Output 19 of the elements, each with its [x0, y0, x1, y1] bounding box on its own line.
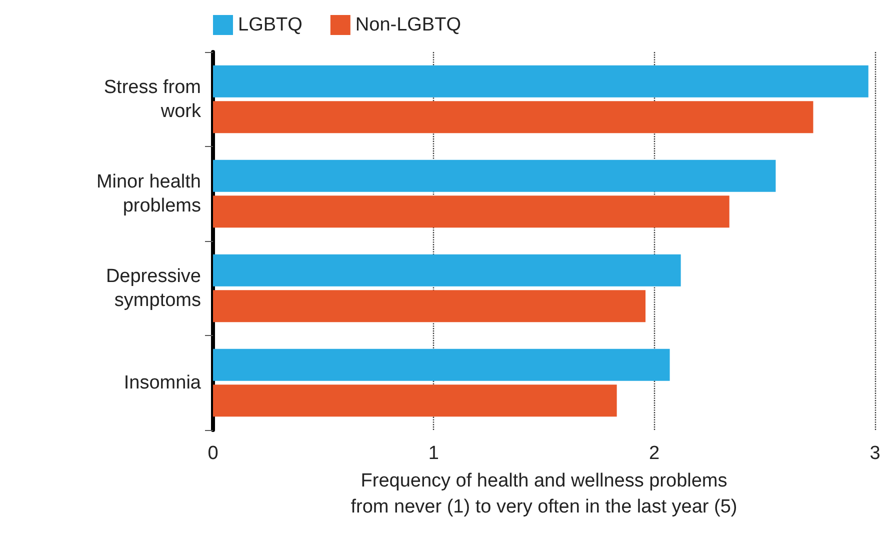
x-tick-label: 3 — [870, 443, 880, 464]
x-tick-label: 0 — [208, 443, 218, 464]
y-tick-label: Minor health problems — [96, 171, 201, 216]
y-tick-label: Insomnia — [124, 372, 202, 394]
y-tick-label: Stress from work — [104, 76, 202, 122]
bar — [213, 384, 617, 417]
legend-label: LGBTQ — [238, 14, 302, 36]
bar — [213, 290, 646, 322]
bar — [213, 65, 868, 98]
bar — [213, 196, 730, 228]
bar — [213, 254, 681, 286]
bar — [213, 160, 776, 192]
x-tick-label: 2 — [649, 443, 660, 464]
x-axis-title: Frequency of health and wellness problems from never (1) to very often in the last year (5) — [350, 470, 738, 518]
x-tick-label: 1 — [428, 443, 439, 464]
legend-label: Non-LGBTQ — [355, 14, 461, 36]
bar — [213, 348, 670, 381]
bar — [213, 101, 814, 134]
y-tick-label: Depressive symptoms — [106, 266, 201, 311]
